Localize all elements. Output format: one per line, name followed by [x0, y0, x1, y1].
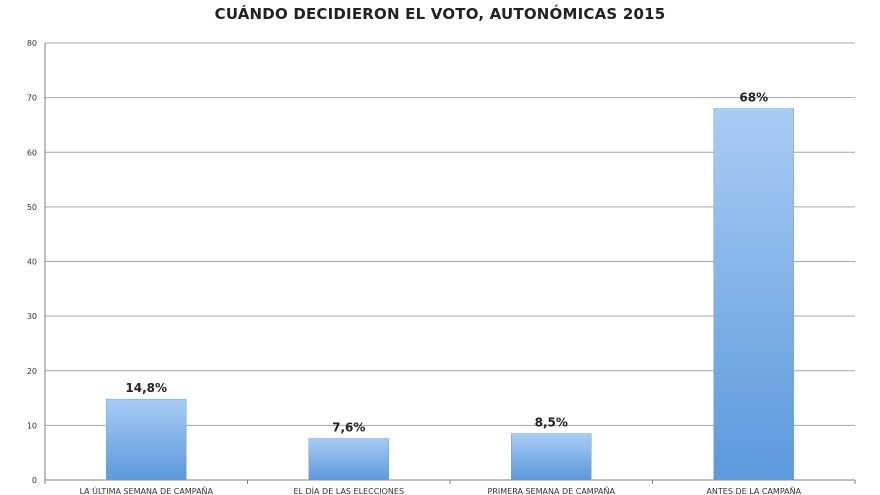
- bar: [511, 433, 592, 481]
- y-tick-label: 10: [27, 421, 37, 430]
- y-tick-label: 70: [27, 94, 37, 103]
- y-tick-label: 20: [27, 367, 37, 376]
- data-label: 68%: [739, 91, 768, 105]
- y-tick-label: 30: [27, 312, 37, 321]
- x-tick-label: LA ÚLTIMA SEMANA DE CAMPAÑA: [80, 485, 214, 495]
- data-label: 8,5%: [535, 416, 568, 430]
- y-tick-label: 60: [27, 148, 37, 157]
- bar: [713, 108, 794, 481]
- y-tick-label: 0: [32, 476, 37, 485]
- bar: [106, 398, 187, 481]
- y-tick-label: 50: [27, 203, 37, 212]
- bars: [106, 108, 794, 481]
- data-label: 14,8%: [125, 381, 167, 395]
- x-tick-label: EL DÍA DE LAS ELECCIONES: [293, 485, 404, 495]
- bar: [308, 438, 389, 481]
- labels: 0 10 20 30 40 50 60 70 80 14,8% LA ÚLTIMA SEMANA D…: [27, 39, 802, 495]
- chart-title: CUÁNDO DECIDIERON EL VOTO, AUTONÓMICAS 2…: [214, 5, 666, 23]
- y-tick-label: 80: [27, 39, 37, 48]
- y-tick-label: 40: [27, 258, 37, 267]
- x-tick-label: ANTES DE LA CAMPAÑA: [706, 486, 801, 495]
- data-label: 7,6%: [332, 420, 365, 434]
- x-tick-label: PRIMERA SEMANA DE CAMPAÑA: [488, 486, 616, 495]
